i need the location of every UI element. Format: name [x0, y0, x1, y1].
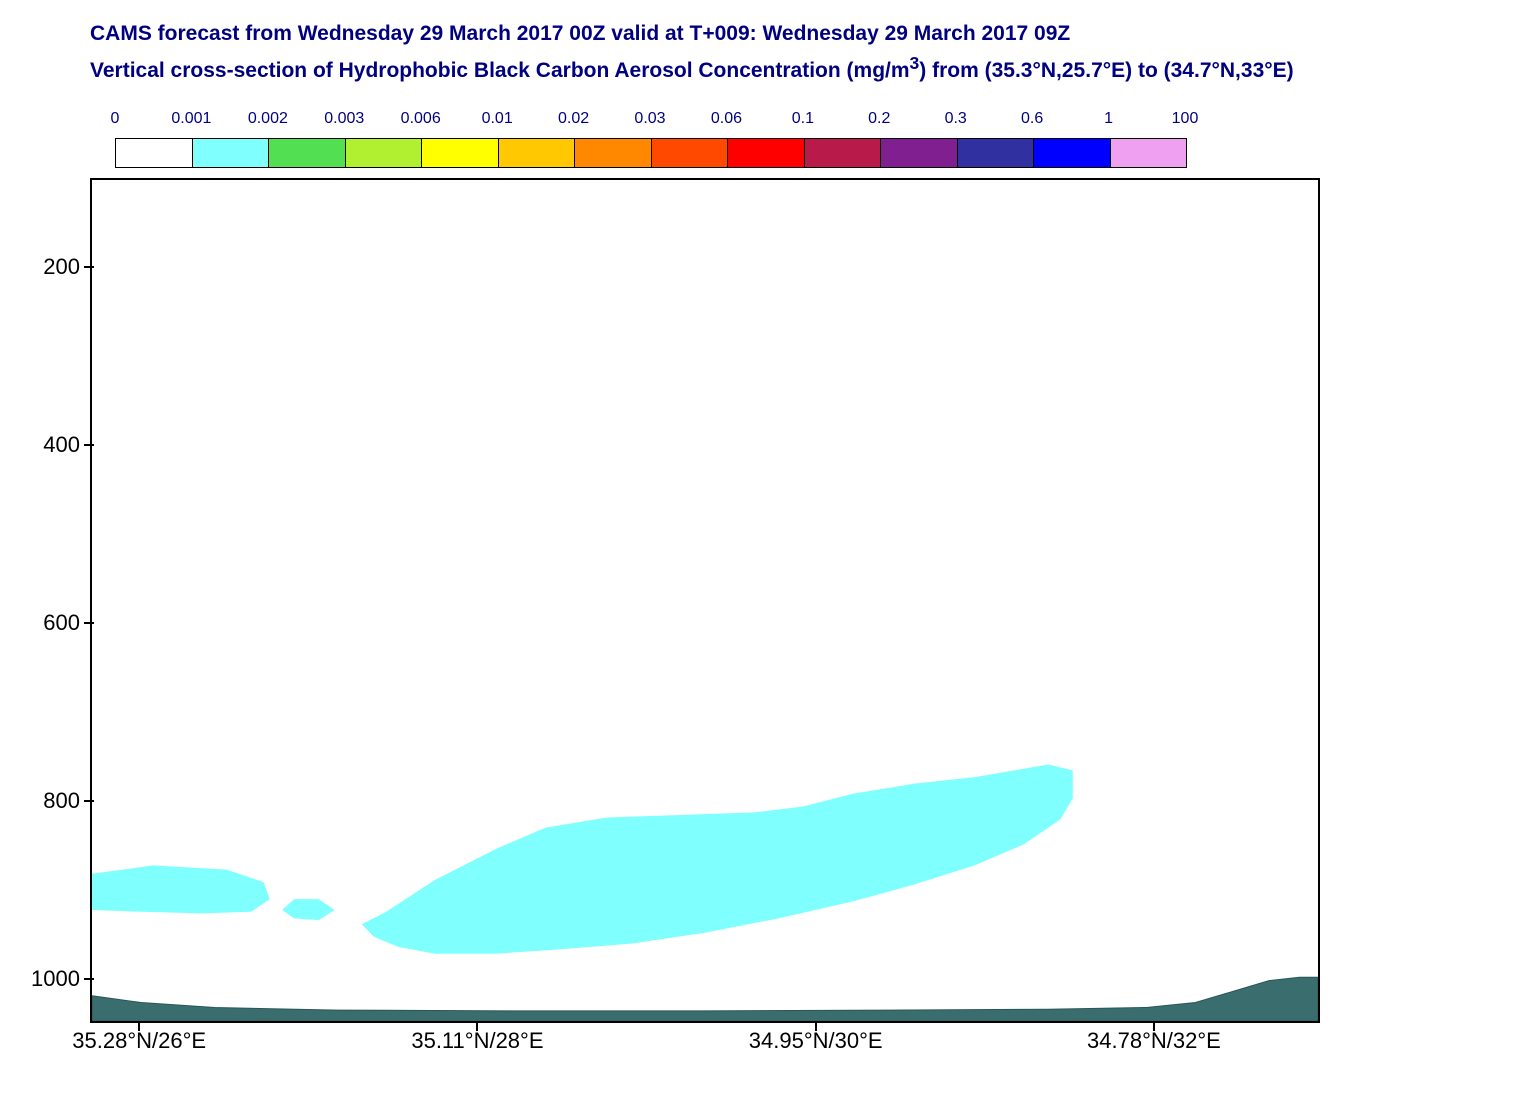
colorbar-label: 0.2 [868, 110, 890, 128]
colorbar-swatch [728, 139, 805, 167]
chart-title-block: CAMS forecast from Wednesday 29 March 20… [90, 18, 1294, 86]
aerosol-contour [282, 899, 335, 920]
y-tick-label: 200 [20, 254, 80, 280]
colorbar-swatch [116, 139, 193, 167]
title2-sup: 3 [910, 53, 920, 73]
y-tick-mark [84, 266, 94, 268]
x-tick-mark [815, 1021, 817, 1031]
x-tick-label: 35.28°N/26°E [72, 1028, 206, 1054]
colorbar-label: 0.02 [558, 110, 589, 128]
y-tick-label: 800 [20, 788, 80, 814]
y-tick-label: 1000 [20, 966, 80, 992]
colorbar-swatch [499, 139, 576, 167]
colorbar-swatch [1034, 139, 1111, 167]
x-tick-label: 34.78°N/32°E [1087, 1028, 1221, 1054]
colorbar-label: 0.6 [1021, 110, 1043, 128]
colorbar-swatch [193, 139, 270, 167]
colorbar-label: 0.01 [482, 110, 513, 128]
colorbar-label: 0.03 [634, 110, 665, 128]
colorbar-label: 0.3 [945, 110, 967, 128]
colorbar-label: 0.1 [792, 110, 814, 128]
colorbar-label: 0.06 [711, 110, 742, 128]
colorbar-swatch [422, 139, 499, 167]
colorbar-swatch [652, 139, 729, 167]
title2-suffix: ) from (35.3°N,25.7°E) to (34.7°N,33°E) [919, 59, 1293, 82]
y-tick-label: 600 [20, 610, 80, 636]
colorbar-label: 0.003 [324, 110, 364, 128]
title2-prefix: Vertical cross-section of Hydrophobic Bl… [90, 59, 910, 82]
colorbar-label: 0 [111, 110, 120, 128]
colorbar-swatch [881, 139, 958, 167]
chart-title-line1: CAMS forecast from Wednesday 29 March 20… [90, 18, 1294, 50]
colorbar: 00.0010.0020.0030.0060.010.020.030.060.1… [115, 110, 1185, 168]
plot-area [90, 178, 1320, 1023]
colorbar-swatch [958, 139, 1035, 167]
y-tick-mark [84, 622, 94, 624]
colorbar-label: 0.006 [401, 110, 441, 128]
terrain-silhouette [92, 977, 1318, 1021]
colorbar-swatch [805, 139, 882, 167]
x-tick-label: 34.95°N/30°E [749, 1028, 883, 1054]
y-tick-mark [84, 978, 94, 980]
y-tick-mark [84, 444, 94, 446]
colorbar-labels-row: 00.0010.0020.0030.0060.010.020.030.060.1… [115, 110, 1185, 132]
aerosol-contour [362, 765, 1073, 954]
x-tick-mark [138, 1021, 140, 1031]
x-tick-mark [1153, 1021, 1155, 1031]
colorbar-label: 100 [1172, 110, 1199, 128]
colorbar-swatch [346, 139, 423, 167]
aerosol-contour [92, 865, 270, 913]
chart-title-line2: Vertical cross-section of Hydrophobic Bl… [90, 50, 1294, 87]
plot-svg [92, 180, 1318, 1021]
colorbar-swatches [115, 138, 1187, 168]
colorbar-swatch [269, 139, 346, 167]
colorbar-label: 1 [1104, 110, 1113, 128]
x-tick-label: 35.11°N/28°E [411, 1028, 543, 1054]
x-tick-mark [476, 1021, 478, 1031]
y-tick-mark [84, 800, 94, 802]
y-tick-label: 400 [20, 432, 80, 458]
colorbar-swatch [1111, 139, 1187, 167]
colorbar-label: 0.002 [248, 110, 288, 128]
colorbar-label: 0.001 [171, 110, 211, 128]
colorbar-swatch [575, 139, 652, 167]
